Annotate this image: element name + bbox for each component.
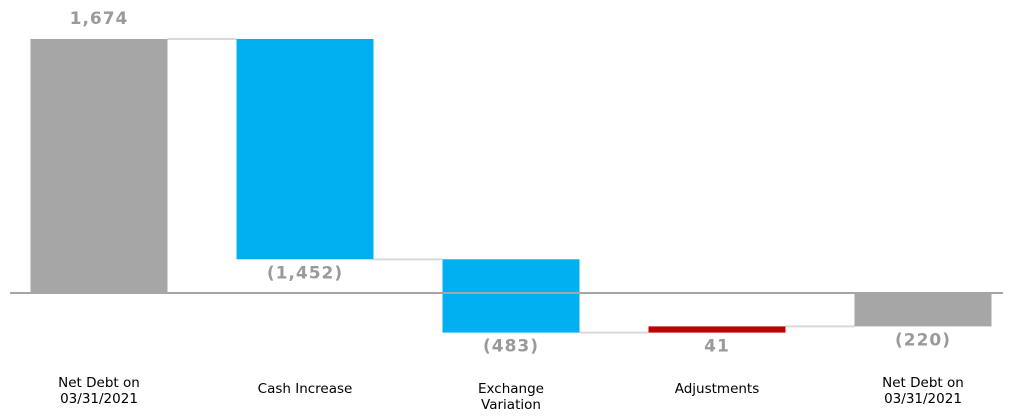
bar-4 <box>854 293 992 327</box>
bars <box>30 39 992 333</box>
category-label-0-line-1: 03/31/2021 <box>60 391 138 407</box>
value-label-2: (483) <box>483 337 539 357</box>
category-label-1-line-0: Cash Increase <box>258 381 353 397</box>
category-label-0-line-0: Net Debt on <box>58 375 140 391</box>
value-label-0: 1,674 <box>70 9 129 29</box>
value-label-1: (1,452) <box>267 263 343 283</box>
category-label-2-line-0: Exchange <box>478 381 544 397</box>
category-label-2-line-1: Variation <box>481 397 541 413</box>
bar-0 <box>30 39 168 293</box>
connector-lines <box>167 38 855 334</box>
value-labels: 1,674 (1,452) (483) 41 (220) <box>70 9 951 357</box>
value-label-3: 41 <box>704 337 730 357</box>
bar-3 <box>648 326 786 333</box>
category-label-3-line-0: Adjustments <box>675 381 760 397</box>
bar-2 <box>442 259 580 333</box>
category-label-4-line-0: Net Debt on <box>882 375 964 391</box>
value-label-4: (220) <box>895 330 951 350</box>
category-label-4-line-1: 03/31/2021 <box>884 391 962 407</box>
bar-1 <box>236 39 374 260</box>
